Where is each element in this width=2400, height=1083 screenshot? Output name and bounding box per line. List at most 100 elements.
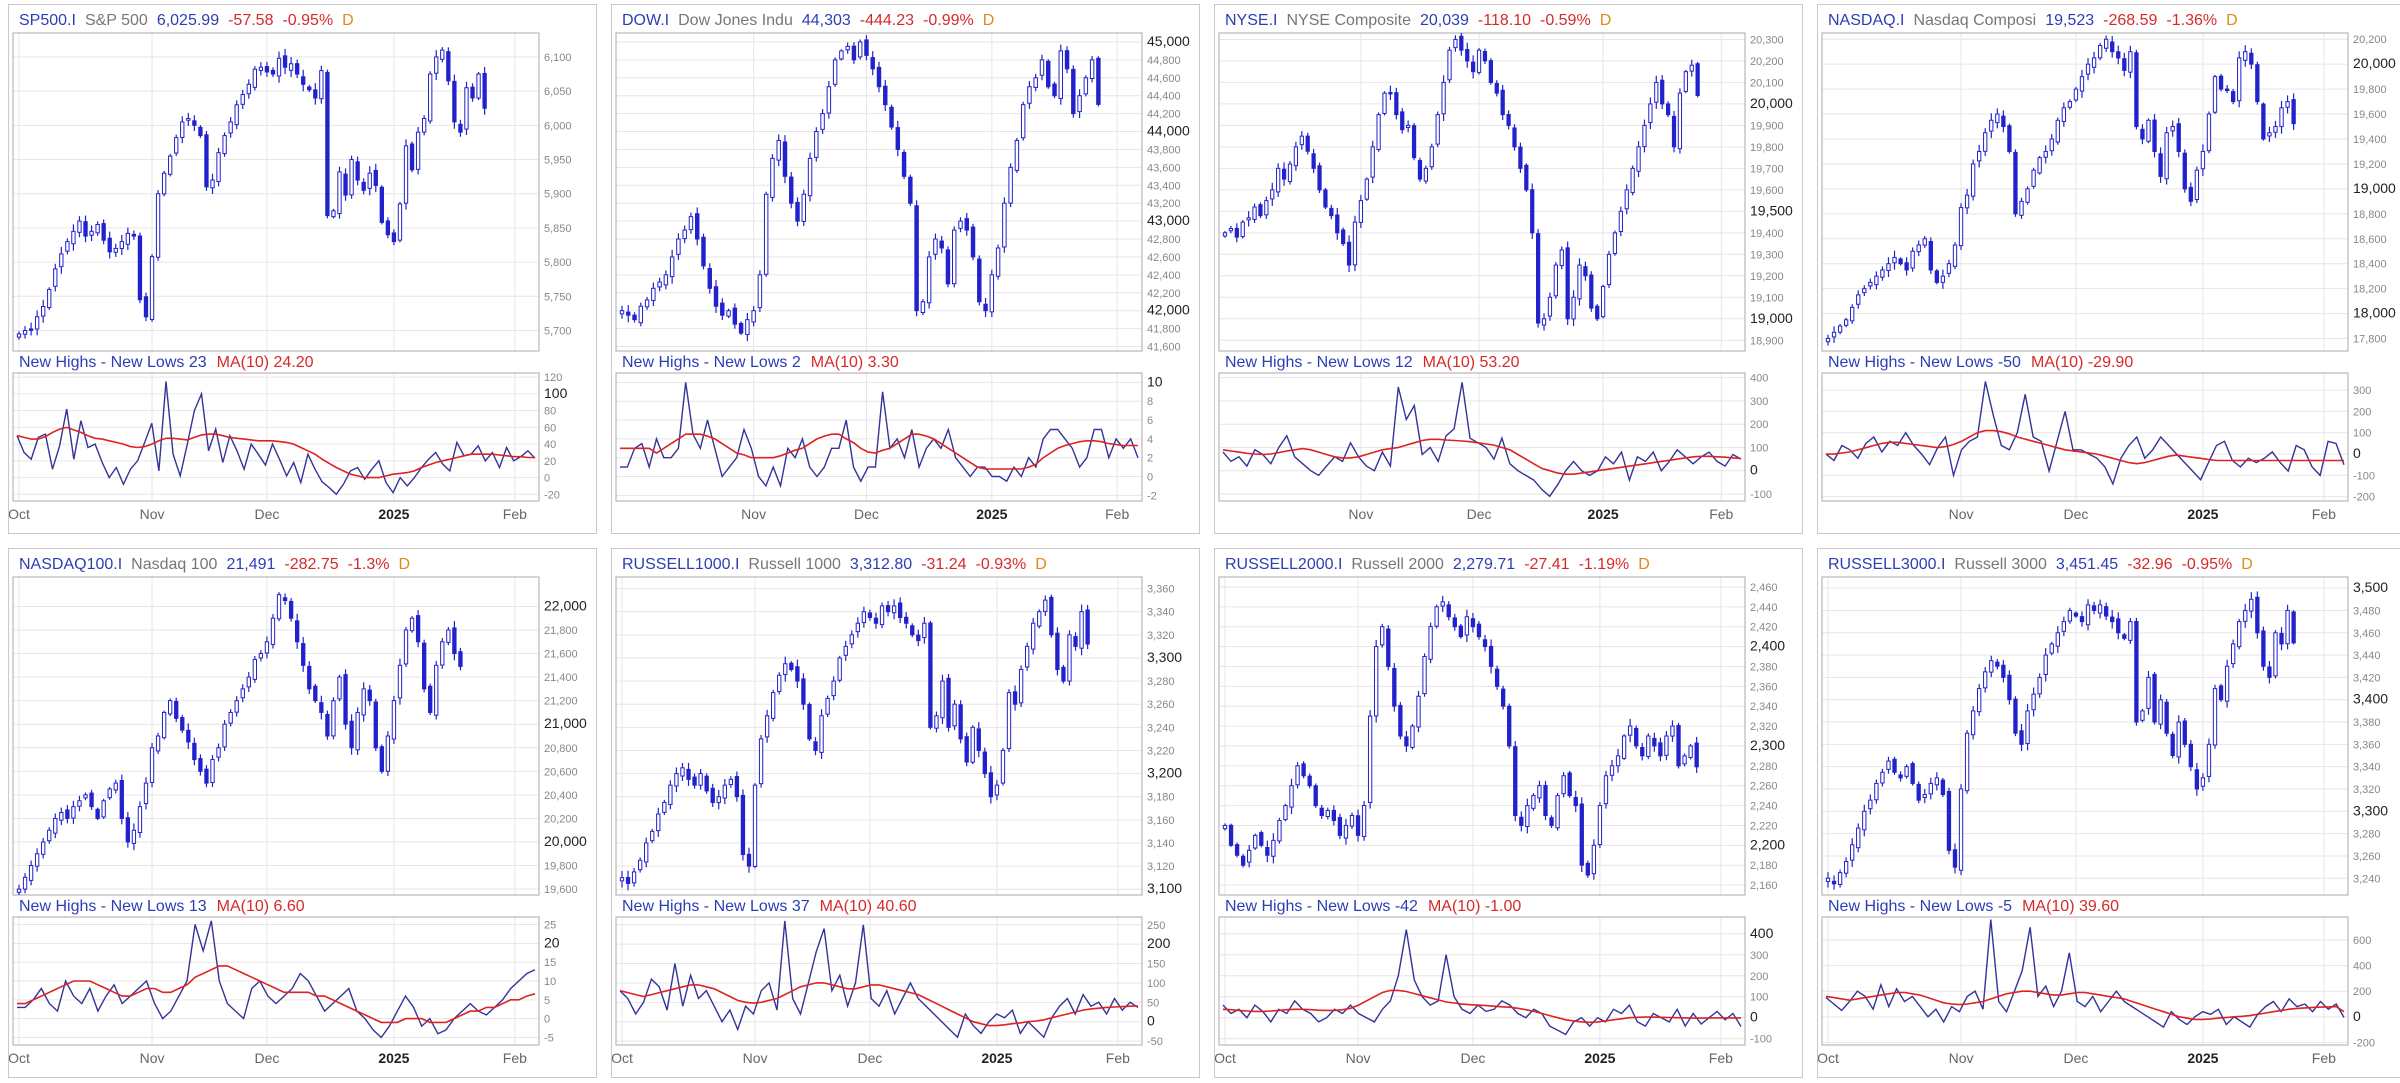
candle-body	[2164, 132, 2169, 180]
chart-panel[interactable]: 3,100 3,120 3,140 3,160 3,180 3,200 3,220 3,240…	[611, 548, 1200, 1078]
chart-panel[interactable]: 19,600 19,800 20,000 20,200 20,400 20,600 20,8…	[8, 548, 597, 1078]
candle-body	[2097, 604, 2103, 614]
period-flag[interactable]: D	[2241, 556, 2253, 573]
candle-body	[1549, 817, 1554, 826]
candle-body	[282, 597, 288, 602]
symbol-label[interactable]: RUSSELL3000.I	[1828, 556, 1946, 573]
y-tick-label: 19,400	[1750, 228, 1784, 240]
chart-panel[interactable]: 18,900 19,000 19,100 19,200 19,300 19,400 19,5…	[1214, 4, 1803, 534]
candle-body	[1500, 89, 1505, 116]
candle-body	[1555, 795, 1560, 829]
series-line-ma10	[1222, 989, 1741, 1024]
candle-body	[216, 747, 221, 758]
x-tick-label: Feb	[503, 506, 527, 522]
candle-body	[669, 256, 675, 278]
change-value: -268.59	[2103, 12, 2158, 29]
y-tick-label: 6,100	[544, 52, 572, 64]
y-tick-label: 18,800	[2353, 209, 2387, 221]
candle-body	[2212, 688, 2218, 746]
symbol-label[interactable]: NASDAQ.I	[1828, 12, 1905, 29]
candle-body	[409, 143, 415, 171]
chart-panel[interactable]: 3,240 3,260 3,280 3,300 3,320 3,340 3,360 3,380…	[1817, 548, 2400, 1078]
chart-panel[interactable]: 41,600 41,800 42,000 42,200 42,400 42,600 42,8…	[611, 4, 1200, 534]
y-tick-label: 3,460	[2353, 628, 2381, 640]
period-flag[interactable]: D	[398, 556, 411, 573]
candle-body	[1507, 705, 1512, 747]
y-tick-label: 3,320	[1147, 630, 1175, 642]
candle-body	[1837, 872, 1843, 885]
y-tick-label: 42,800	[1147, 234, 1181, 246]
candle-body	[1417, 160, 1423, 180]
candle-body	[391, 232, 397, 243]
x-tick-label: Nov	[140, 506, 165, 522]
candle-body	[857, 41, 863, 58]
candle-body	[1513, 746, 1518, 816]
y-tick-label: 10	[1147, 373, 1163, 389]
period-flag[interactable]: D	[1638, 556, 1650, 573]
candle-body	[1311, 153, 1316, 169]
candle-body	[910, 625, 915, 636]
candle-body	[2128, 621, 2133, 641]
period-flag[interactable]: D	[982, 12, 995, 29]
symbol-label[interactable]: DOW.I	[622, 12, 670, 29]
candle-body	[2158, 699, 2163, 725]
candle-body	[1648, 103, 1653, 124]
symbol-label[interactable]: SP500.I	[19, 12, 76, 29]
y-tick-label: 19,300	[1750, 249, 1784, 261]
candle-body	[1335, 214, 1340, 234]
y-tick-label: 42,200	[1147, 288, 1181, 300]
candle-body	[149, 256, 155, 320]
symbol-label[interactable]: NASDAQ100.I	[19, 556, 123, 573]
candle-body	[168, 700, 173, 715]
candle-body	[1618, 210, 1623, 232]
index-name: Dow Jones Indu	[678, 12, 793, 29]
candle-body	[1904, 766, 1909, 777]
x-tick-label: Nov	[1346, 1050, 1371, 1066]
chart-header: NASDAQ100.I Nasdaq 100 21,491 -282.75 -1.3% D	[19, 555, 419, 575]
y-tick-label: 200	[1147, 935, 1171, 951]
candle-body	[1265, 847, 1270, 856]
period-flag[interactable]: D	[2226, 12, 2238, 29]
candle-body	[131, 233, 137, 237]
candle-body	[1837, 325, 1843, 333]
candle-body	[1222, 824, 1228, 830]
chart-panel[interactable]: 5,700 5,750 5,800 5,850 5,900 5,950 6,000 6,050…	[8, 4, 597, 534]
candle-body	[686, 768, 691, 780]
candle-body	[819, 715, 824, 753]
candle-body	[403, 145, 409, 204]
candle-body	[28, 865, 34, 881]
candle-body	[379, 186, 384, 223]
y-tick-label: 21,400	[544, 672, 578, 684]
candle-body	[1694, 742, 1699, 768]
indicator-header: New Highs - New Lows -42 MA(10) -1.00	[1225, 897, 1531, 917]
candle-body	[113, 247, 118, 253]
candle-body	[1440, 601, 1445, 607]
y-tick-label: 3,120	[1147, 861, 1175, 873]
x-tick-label: 2025	[378, 1050, 409, 1066]
chart-panel[interactable]: 2,160 2,180 2,200 2,220 2,240 2,260 2,280 2,300…	[1214, 548, 1803, 1078]
y-tick-label: 200	[1750, 419, 1768, 431]
period-flag[interactable]: D	[342, 12, 354, 29]
plot-frame	[1218, 32, 1746, 352]
candle-body	[864, 39, 869, 56]
candle-body	[434, 56, 439, 74]
y-tick-label: 42,600	[1147, 252, 1181, 264]
y-tick-label: 2,360	[1750, 681, 1778, 693]
candle-body	[1289, 785, 1294, 808]
moving-average-label: MA(10) 53.20	[1422, 354, 1520, 371]
candle-body	[1392, 668, 1397, 707]
period-flag[interactable]: D	[1035, 556, 1047, 573]
period-flag[interactable]: D	[1599, 12, 1612, 29]
symbol-label[interactable]: RUSSELL1000.I	[622, 556, 740, 573]
chart-panel[interactable]: 17,800 18,000 18,200 18,400 18,600 18,800 19,0…	[1817, 4, 2400, 534]
candle-body	[1411, 125, 1417, 159]
candle-body	[1031, 622, 1036, 650]
symbol-label[interactable]: RUSSELL2000.I	[1225, 556, 1343, 573]
price-value: 44,303	[801, 12, 851, 29]
symbol-label[interactable]: NYSE.I	[1225, 12, 1278, 29]
candle-body	[1652, 737, 1657, 747]
y-tick-label: 100	[1750, 992, 1768, 1004]
indicator-label: New Highs - New Lows 13	[19, 898, 207, 915]
index-name: Russell 3000	[1954, 556, 2047, 573]
candle-body	[940, 680, 945, 719]
